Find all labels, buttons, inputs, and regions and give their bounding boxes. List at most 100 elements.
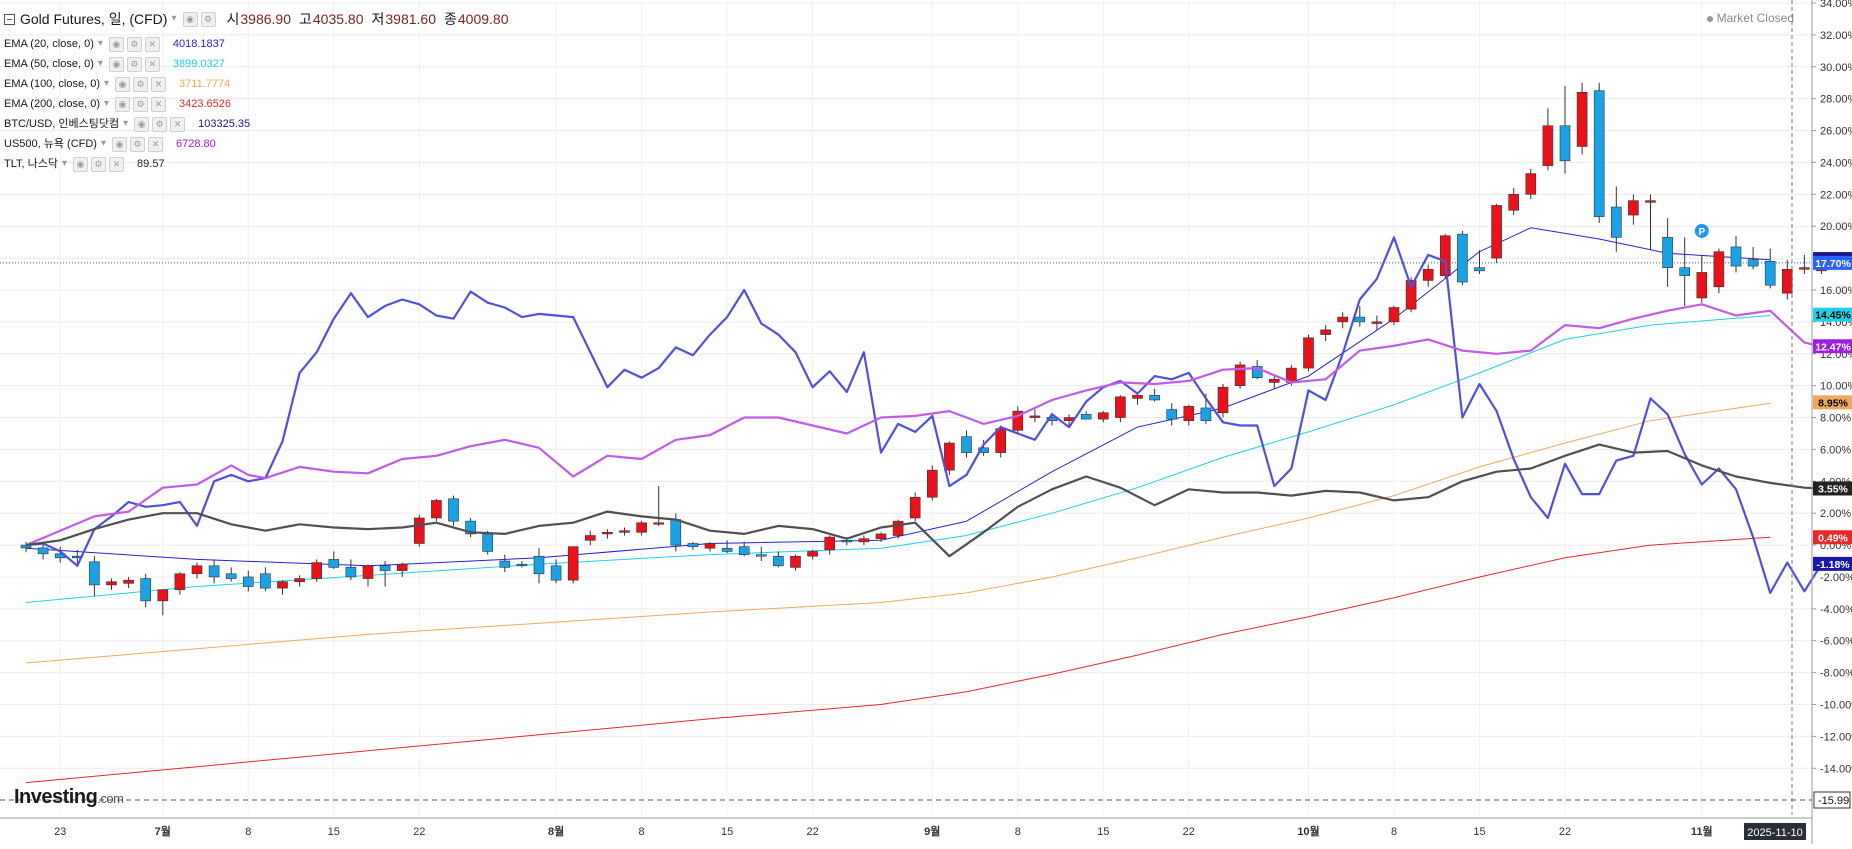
legend-item[interactable]: TLT, 나스닥 ▾ ◉ ⚙ ✕ 89.57	[4, 154, 509, 174]
candle-body	[379, 565, 391, 571]
legend-item[interactable]: EMA (50, close, 0) ▾ ◉ ⚙ ✕ 3899.0327	[4, 54, 509, 74]
candle-body	[550, 565, 562, 581]
indicator-legend: EMA (20, close, 0) ▾ ◉ ⚙ ✕ 4018.1837 EMA (50, …	[4, 34, 509, 174]
legend-label[interactable]: TLT, 나스닥	[4, 158, 58, 170]
candle-body	[1098, 412, 1109, 420]
candle-body	[1799, 267, 1810, 270]
y-tick-label: 16.00%	[1820, 285, 1852, 297]
settings-icon[interactable]: ⚙	[152, 116, 168, 132]
series-line	[25, 303, 1822, 547]
close-icon[interactable]: ✕	[148, 136, 164, 152]
visibility-icon[interactable]: ◉	[115, 76, 131, 92]
candle-body	[174, 573, 186, 591]
chevron-down-icon[interactable]: ▾	[171, 13, 177, 24]
chevron-down-icon[interactable]: ▾	[62, 158, 68, 169]
close-icon[interactable]: ✕	[151, 96, 167, 112]
visibility-icon[interactable]: ◉	[73, 156, 89, 172]
settings-icon[interactable]: ⚙	[91, 156, 107, 172]
close-icon[interactable]: ✕	[144, 36, 160, 52]
candle-body	[807, 551, 818, 557]
legend-item[interactable]: US500, 뉴욕 (CFD) ▾ ◉ ⚙ ✕ 6728.80	[4, 134, 509, 154]
candle-body	[294, 578, 305, 583]
x-tick-label: 15	[1473, 826, 1485, 838]
chevron-down-icon[interactable]: ▾	[97, 38, 103, 49]
candle-body	[1645, 200, 1656, 203]
candle-body	[260, 573, 271, 589]
candle-body	[1303, 337, 1314, 369]
settings-icon[interactable]: ⚙	[130, 136, 146, 152]
candle-body	[1269, 378, 1280, 383]
value-label: 8.95%	[1818, 397, 1848, 409]
candle-body	[1508, 194, 1519, 211]
chevron-down-icon[interactable]: ▾	[104, 98, 110, 109]
candle-body	[277, 581, 288, 589]
visibility-icon[interactable]: ◉	[112, 136, 128, 152]
chevron-down-icon[interactable]: ▾	[100, 138, 107, 149]
candle-body	[567, 546, 579, 581]
visibility-icon[interactable]: ◉	[108, 56, 124, 72]
candle-body	[123, 579, 134, 584]
settings-icon[interactable]: ⚙	[126, 56, 142, 72]
candle-body	[396, 563, 408, 571]
candle-body	[140, 578, 151, 602]
candle-body	[619, 530, 630, 533]
legend-label[interactable]: EMA (200, close, 0)	[4, 98, 100, 110]
close-value: 4009.80	[457, 11, 509, 27]
candle-body	[1029, 415, 1041, 418]
value-label-box	[1813, 339, 1852, 354]
legend-label[interactable]: EMA (100, close, 0)	[4, 78, 100, 90]
candle-body	[1747, 259, 1759, 267]
candle-body	[482, 533, 494, 552]
candle-body	[106, 581, 117, 586]
visibility-icon[interactable]: ◉	[134, 116, 150, 132]
visibility-icon[interactable]: ◉	[115, 96, 131, 112]
x-tick-label: 22	[806, 826, 818, 838]
legend-label[interactable]: EMA (50, close, 0)	[4, 58, 94, 70]
last-value-labels: 17.94%17.70%14.45%12.47%8.95%3.55%0.49%-…	[1813, 252, 1852, 571]
candle-body	[1474, 267, 1485, 272]
close-icon[interactable]: ✕	[170, 116, 186, 132]
candle-body	[1217, 386, 1229, 414]
settings-icon[interactable]: ⚙	[133, 96, 149, 112]
visibility-icon[interactable]: ◉	[108, 36, 124, 52]
candle-body	[1388, 307, 1400, 323]
market-status-text: Market Closed	[1716, 11, 1794, 25]
settings-icon[interactable]: ⚙	[126, 36, 142, 52]
x-tick-label: 15	[721, 826, 733, 838]
value-label: 12.47%	[1815, 341, 1851, 353]
comparison-lines: P	[25, 223, 1823, 594]
value-label-box	[1813, 395, 1852, 410]
settings-icon[interactable]: ⚙	[200, 11, 216, 27]
legend-label[interactable]: EMA (20, close, 0)	[4, 38, 94, 50]
legend-label[interactable]: BTC/USD, 인베스팅닷컴	[4, 118, 120, 130]
instrument-title[interactable]: Gold Futures, 일, (CFD)	[20, 11, 168, 27]
x-tick-label: 15	[1097, 826, 1109, 838]
legend-label[interactable]: US500, 뉴욕 (CFD)	[4, 138, 97, 150]
y-tick-label: 24.00%	[1820, 157, 1852, 169]
chevron-down-icon[interactable]: ▾	[104, 78, 110, 89]
candle-body	[208, 565, 220, 578]
collapse-icon[interactable]	[4, 13, 15, 25]
candle-body	[755, 554, 767, 557]
close-icon[interactable]: ✕	[109, 156, 125, 172]
close-icon[interactable]: ✕	[151, 76, 167, 92]
legend-item[interactable]: EMA (100, close, 0) ▾ ◉ ⚙ ✕ 3711.7774	[4, 74, 509, 94]
settings-icon[interactable]: ⚙	[133, 76, 149, 92]
investing-logo: Investing.com	[14, 786, 124, 809]
y-tick-label: -2.00%	[1820, 572, 1852, 584]
legend-item[interactable]: BTC/USD, 인베스팅닷컴 ▾ ◉ ⚙ ✕ 103325.35	[4, 114, 509, 134]
candle-body	[465, 520, 476, 535]
legend-value: 89.57	[137, 158, 165, 170]
y-tick-label: 32.00%	[1820, 30, 1852, 42]
visibility-icon[interactable]: ◉	[182, 11, 198, 27]
legend-item[interactable]: EMA (20, close, 0) ▾ ◉ ⚙ ✕ 4018.1837	[4, 34, 509, 54]
legend-item[interactable]: EMA (200, close, 0) ▾ ◉ ⚙ ✕ 3423.6526	[4, 94, 509, 114]
chevron-down-icon[interactable]: ▾	[97, 58, 103, 69]
close-icon[interactable]: ✕	[144, 56, 160, 72]
legend-value: 103325.35	[198, 118, 251, 130]
candle-body	[1491, 205, 1502, 259]
chevron-down-icon[interactable]: ▾	[123, 118, 129, 129]
